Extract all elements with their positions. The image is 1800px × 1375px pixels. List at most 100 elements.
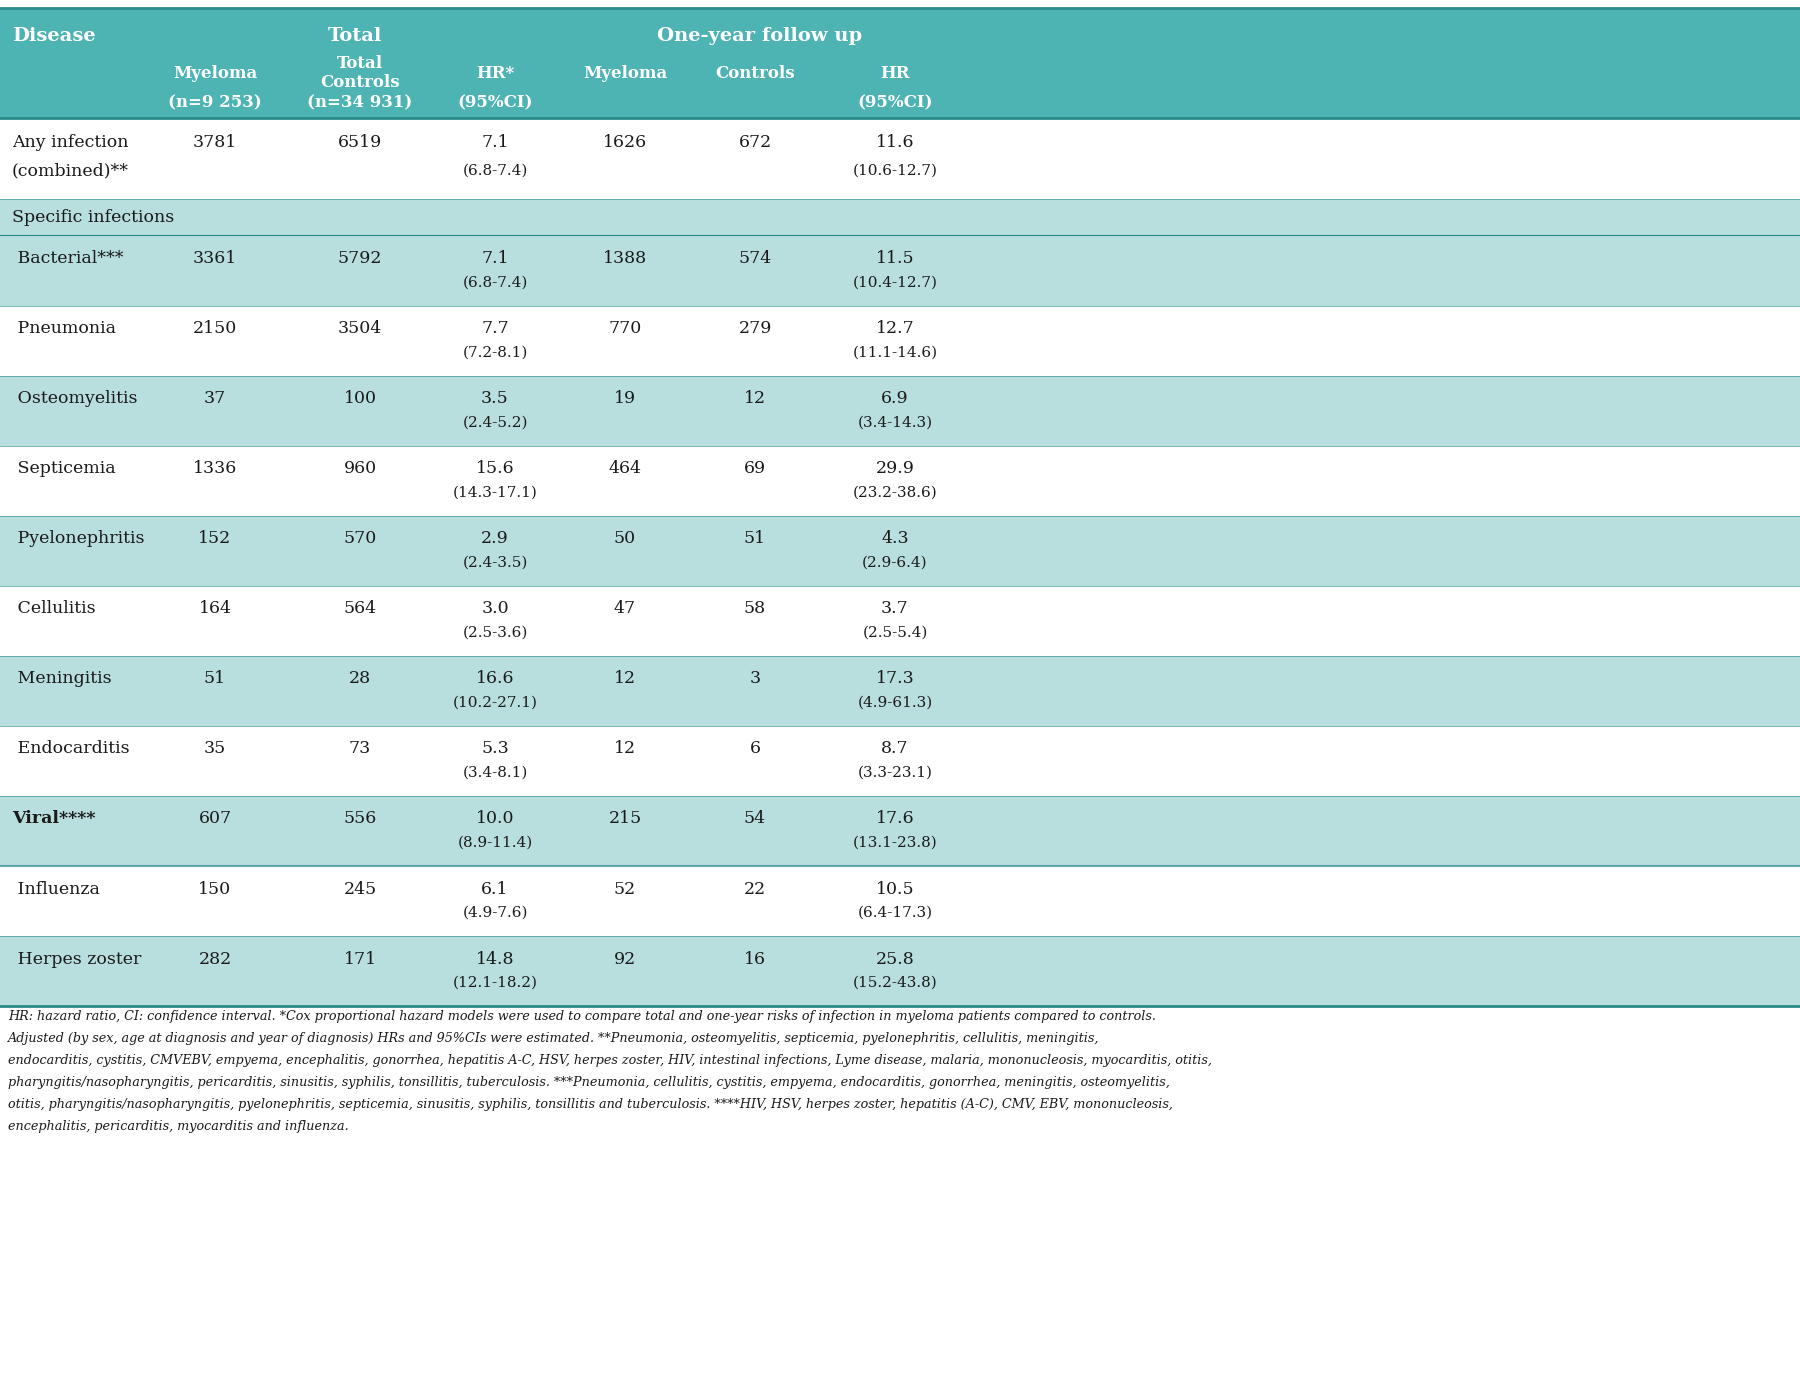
Text: 150: 150 — [198, 880, 232, 898]
Text: Total: Total — [328, 28, 382, 45]
Text: 152: 152 — [198, 531, 232, 547]
Text: Viral****: Viral**** — [13, 810, 95, 828]
Text: (2.9-6.4): (2.9-6.4) — [862, 556, 927, 569]
Text: 245: 245 — [344, 880, 376, 898]
Text: 3361: 3361 — [193, 250, 238, 267]
Text: (4.9-7.6): (4.9-7.6) — [463, 906, 527, 920]
Text: 8.7: 8.7 — [882, 740, 909, 758]
Text: 29.9: 29.9 — [875, 461, 914, 477]
Bar — [0, 199, 1800, 235]
Text: Herpes zoster: Herpes zoster — [13, 950, 142, 968]
Text: 17.3: 17.3 — [875, 671, 914, 688]
Text: 11.6: 11.6 — [877, 133, 914, 151]
Text: 92: 92 — [614, 950, 635, 968]
Bar — [0, 118, 1800, 199]
Text: 3.7: 3.7 — [882, 601, 909, 617]
Text: Bacterial***: Bacterial*** — [13, 250, 124, 267]
Text: 100: 100 — [344, 390, 376, 407]
Text: (6.4-17.3): (6.4-17.3) — [857, 906, 932, 920]
Text: 51: 51 — [203, 671, 227, 688]
Text: endocarditis, cystitis, CMVEBV, empyema, encephalitis, gonorrhea, hepatitis A-C,: endocarditis, cystitis, CMVEBV, empyema,… — [7, 1055, 1211, 1067]
Text: (95%CI): (95%CI) — [857, 95, 932, 111]
Text: 3.5: 3.5 — [481, 390, 509, 407]
Text: One-year follow up: One-year follow up — [657, 28, 862, 45]
Text: 564: 564 — [344, 601, 376, 617]
Text: 16: 16 — [743, 950, 767, 968]
Text: (7.2-8.1): (7.2-8.1) — [463, 345, 527, 359]
Text: 574: 574 — [738, 250, 772, 267]
Text: 52: 52 — [614, 880, 635, 898]
Text: 7.7: 7.7 — [481, 320, 509, 337]
Text: (8.9-11.4): (8.9-11.4) — [457, 836, 533, 850]
Text: 17.6: 17.6 — [875, 810, 914, 828]
Text: 37: 37 — [203, 390, 227, 407]
Text: 2150: 2150 — [193, 320, 238, 337]
Text: (2.4-5.2): (2.4-5.2) — [463, 415, 527, 429]
Text: 607: 607 — [198, 810, 232, 828]
Text: (4.9-61.3): (4.9-61.3) — [857, 696, 932, 710]
Text: Myeloma: Myeloma — [583, 65, 668, 81]
Text: 19: 19 — [614, 390, 635, 407]
Text: (10.6-12.7): (10.6-12.7) — [853, 164, 938, 177]
Text: 556: 556 — [344, 810, 376, 828]
Text: 50: 50 — [614, 531, 635, 547]
Text: (10.4-12.7): (10.4-12.7) — [853, 275, 938, 289]
Text: 5.3: 5.3 — [481, 740, 509, 758]
Text: (3.4-8.1): (3.4-8.1) — [463, 766, 527, 780]
Text: (2.4-3.5): (2.4-3.5) — [463, 556, 527, 569]
Text: (3.4-14.3): (3.4-14.3) — [857, 415, 932, 429]
Text: 1388: 1388 — [603, 250, 646, 267]
Text: 3: 3 — [749, 671, 761, 688]
Text: 4.3: 4.3 — [882, 531, 909, 547]
Bar — [0, 516, 1800, 586]
Text: 54: 54 — [743, 810, 767, 828]
Text: encephalitis, pericarditis, myocarditis and influenza.: encephalitis, pericarditis, myocarditis … — [7, 1121, 349, 1133]
Text: 464: 464 — [608, 461, 641, 477]
Text: 6.1: 6.1 — [481, 880, 509, 898]
Text: 14.8: 14.8 — [475, 950, 515, 968]
Text: 6519: 6519 — [338, 133, 382, 151]
Text: (15.2-43.8): (15.2-43.8) — [853, 976, 938, 990]
Text: 12: 12 — [743, 390, 767, 407]
Text: Meningitis: Meningitis — [13, 671, 112, 688]
Text: (n=34 931): (n=34 931) — [308, 95, 412, 111]
Text: (6.8-7.4): (6.8-7.4) — [463, 275, 527, 289]
Text: 7.1: 7.1 — [481, 133, 509, 151]
Text: Total
Controls: Total Controls — [320, 55, 400, 91]
Text: 6.9: 6.9 — [882, 390, 909, 407]
Text: 12: 12 — [614, 671, 635, 688]
Text: HR*: HR* — [475, 65, 515, 81]
Text: (6.8-7.4): (6.8-7.4) — [463, 164, 527, 177]
Text: (23.2-38.6): (23.2-38.6) — [853, 485, 938, 499]
Text: 2.9: 2.9 — [481, 531, 509, 547]
Text: HR: hazard ratio, CI: confidence interval. *Cox proportional hazard models were : HR: hazard ratio, CI: confidence interva… — [7, 1011, 1156, 1023]
Text: (2.5-5.4): (2.5-5.4) — [862, 626, 927, 639]
Bar — [0, 375, 1800, 446]
Text: Controls: Controls — [715, 65, 796, 81]
Text: Specific infections: Specific infections — [13, 209, 175, 226]
Text: 69: 69 — [743, 461, 767, 477]
Bar — [0, 586, 1800, 656]
Text: 1626: 1626 — [603, 133, 646, 151]
Bar — [0, 8, 1800, 118]
Text: Disease: Disease — [13, 28, 95, 45]
Text: (10.2-27.1): (10.2-27.1) — [452, 696, 538, 710]
Text: 25.8: 25.8 — [875, 950, 914, 968]
Bar — [0, 235, 1800, 305]
Text: 770: 770 — [608, 320, 641, 337]
Text: (13.1-23.8): (13.1-23.8) — [853, 836, 938, 850]
Text: 279: 279 — [738, 320, 772, 337]
Text: Cellulitis: Cellulitis — [13, 601, 95, 617]
Bar — [0, 305, 1800, 375]
Text: 15.6: 15.6 — [475, 461, 515, 477]
Text: 12.7: 12.7 — [875, 320, 914, 337]
Text: (14.3-17.1): (14.3-17.1) — [452, 485, 538, 499]
Text: 1336: 1336 — [193, 461, 238, 477]
Text: 672: 672 — [738, 133, 772, 151]
Text: 35: 35 — [203, 740, 227, 758]
Text: 10.0: 10.0 — [475, 810, 515, 828]
Text: 7.1: 7.1 — [481, 250, 509, 267]
Text: 6: 6 — [749, 740, 760, 758]
Text: 10.5: 10.5 — [875, 880, 914, 898]
Text: Myeloma: Myeloma — [173, 65, 257, 81]
